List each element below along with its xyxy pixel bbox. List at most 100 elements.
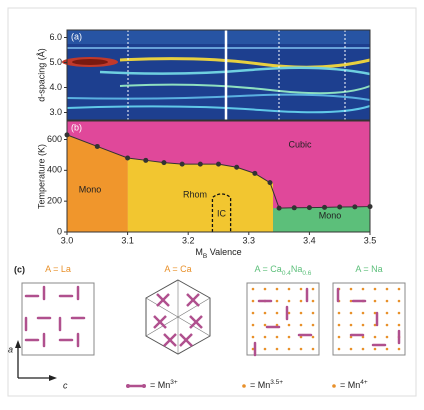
marker	[216, 162, 221, 167]
legend-swatch	[126, 384, 130, 388]
ion	[312, 312, 315, 315]
ion	[350, 288, 353, 291]
y-tick-label: 6.0	[49, 32, 62, 42]
x-tick-label: 3.2	[182, 235, 195, 245]
text-part: 4+	[360, 379, 368, 386]
panel-label: (a)	[71, 31, 82, 41]
y-tick-label: 5.0	[49, 57, 62, 67]
ion	[252, 288, 255, 291]
cell	[333, 283, 405, 355]
x-tick-label: 3.0	[61, 235, 74, 245]
ion	[252, 324, 255, 327]
ion	[288, 324, 291, 327]
diffraction-map	[62, 30, 370, 120]
marker	[252, 171, 257, 176]
ion	[288, 348, 291, 351]
text-part: 3.5+	[270, 379, 283, 386]
region-label: Mono	[319, 210, 342, 220]
ion	[288, 336, 291, 339]
legend-label: = Mn3.5+	[250, 379, 283, 390]
marker	[180, 162, 185, 167]
marker	[307, 205, 312, 210]
ion	[300, 312, 303, 315]
marker	[234, 165, 239, 170]
text-part: 0.4	[282, 270, 291, 277]
x-tick-label: 3.5	[364, 235, 377, 245]
ion	[264, 324, 267, 327]
ion	[312, 324, 315, 327]
marker	[292, 205, 297, 210]
structure-label: A = Ca0.4Na0.6	[255, 264, 312, 277]
y-tick-label: 400	[47, 165, 62, 175]
ion	[338, 348, 341, 351]
text-part: 3+	[170, 379, 178, 386]
text-part: A = La	[45, 264, 71, 274]
ion	[276, 300, 279, 303]
legend-swatch	[242, 384, 246, 388]
ion	[264, 348, 267, 351]
ion	[362, 288, 365, 291]
ion	[338, 336, 341, 339]
ion	[264, 336, 267, 339]
arrow-head	[15, 340, 57, 381]
ion	[374, 336, 377, 339]
legend-label: = Mn4+	[340, 379, 368, 390]
panel-label: (b)	[71, 122, 82, 132]
ion	[312, 336, 315, 339]
ion	[362, 348, 365, 351]
text-part: A = Ca	[164, 264, 191, 274]
ion	[374, 300, 377, 303]
marker	[322, 205, 327, 210]
figure: 3.04.05.06.0d-spacing (Å)(a)CubicMonoRho…	[0, 0, 424, 405]
marker	[161, 160, 166, 165]
ion	[386, 300, 389, 303]
x-tick-label: 3.1	[121, 235, 134, 245]
marker	[95, 144, 100, 149]
ion	[362, 324, 365, 327]
marker	[268, 180, 273, 185]
ion	[312, 348, 315, 351]
ion	[312, 300, 315, 303]
ion	[276, 312, 279, 315]
ion	[386, 312, 389, 315]
ion	[264, 312, 267, 315]
region-label: Mono	[79, 184, 102, 194]
structure-label: A = Ca	[164, 264, 191, 274]
marker	[143, 158, 148, 163]
text-part: M	[195, 247, 203, 257]
x-axis-label: MB Valence	[195, 247, 241, 260]
legend-label: = Mn3+	[150, 379, 178, 390]
ion	[386, 336, 389, 339]
ion	[398, 324, 401, 327]
ion	[300, 324, 303, 327]
ion	[276, 348, 279, 351]
axis-c-label: c	[63, 380, 68, 390]
ion	[398, 300, 401, 303]
text-part: A = Na	[355, 264, 382, 274]
text-part: Valence	[207, 247, 241, 257]
ion	[386, 324, 389, 327]
marker	[198, 162, 203, 167]
y-tick-label: 4.0	[49, 82, 62, 92]
ion	[300, 288, 303, 291]
region-label: Rhom	[183, 189, 207, 199]
ion	[374, 288, 377, 291]
ion	[288, 300, 291, 303]
ion	[350, 348, 353, 351]
ion	[276, 336, 279, 339]
ion	[338, 324, 341, 327]
region-label: Cubic	[288, 139, 312, 149]
marker	[337, 205, 342, 210]
ion	[374, 348, 377, 351]
ion	[288, 288, 291, 291]
x-tick-label: 3.4	[303, 235, 316, 245]
text-part: = Mn	[340, 380, 360, 390]
ion	[398, 312, 401, 315]
ion	[398, 288, 401, 291]
panel-label: (c)	[14, 264, 25, 274]
ion	[386, 348, 389, 351]
ion	[362, 312, 365, 315]
ion	[276, 288, 279, 291]
legend-swatch	[142, 384, 146, 388]
marker	[125, 156, 130, 161]
